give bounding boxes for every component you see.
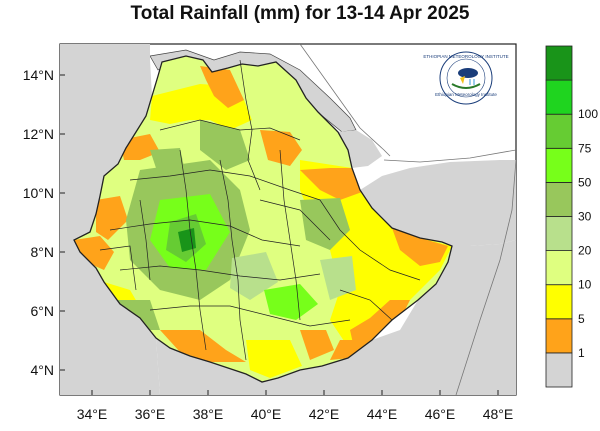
somali-coastline [455, 159, 516, 395]
ethiopia-border [73, 55, 453, 383]
map-title: Total Rainfall (mm) for 13-14 Apr 2025 [130, 3, 470, 24]
lat-tick-label: 10°N [23, 185, 54, 201]
logo-arc-text: ETHIOPIAN METEOROLOGY INSTITUTE [423, 54, 508, 59]
south-sudan-region [60, 240, 160, 395]
legend-label: 30 [578, 210, 592, 224]
lon-tick-label: 40°E [251, 406, 282, 422]
legend-label: 100 [578, 107, 598, 121]
lon-tick-label: 42°E [309, 406, 340, 422]
logo-caption: Ethiopian Meteorology Institute [435, 92, 497, 97]
lon-tick-label: 44°E [367, 406, 398, 422]
lightning-icon [460, 76, 465, 84]
lon-tick-label: 38°E [193, 406, 224, 422]
lat-tick-label: 14°N [23, 67, 54, 83]
lat-tick-label: 12°N [23, 126, 54, 142]
legend-label: 50 [578, 175, 592, 189]
legend-swatch [545, 318, 573, 354]
legend-swatch [545, 352, 573, 388]
cloud-icon [458, 68, 478, 78]
legend-label: 1 [578, 346, 585, 360]
legend-swatch [545, 181, 573, 217]
djibouti-region [338, 130, 382, 168]
rainfall-legend: 1 5 10 20 30 50 75 100 [545, 45, 598, 388]
lon-tick-label: 34°E [77, 406, 108, 422]
lat-tick-label: 4°N [31, 362, 55, 378]
lon-tick-label: 36°E [135, 406, 166, 422]
legend-swatch [545, 45, 573, 81]
legend-swatch [545, 250, 573, 286]
kenya-region [156, 330, 400, 395]
legend-swatch [545, 79, 573, 115]
legend-label: 75 [578, 141, 592, 155]
lat-tick-label: 8°N [31, 244, 55, 260]
lon-tick-label: 48°E [483, 406, 514, 422]
legend-swatch [545, 216, 573, 251]
admin-boundaries [99, 59, 421, 361]
lon-tick-label: 46°E [425, 406, 456, 422]
sudan-region [60, 44, 152, 240]
legend-label: 20 [578, 244, 592, 258]
red-sea-coastline [299, 44, 391, 157]
legend-label: 10 [578, 278, 592, 292]
lat-tick-label: 6°N [31, 303, 55, 319]
legend-swatch [545, 113, 573, 149]
legend-label: 5 [578, 312, 585, 326]
legend-swatch [545, 284, 573, 320]
ethiopian-meteorology-institute-logo: ETHIOPIAN METEOROLOGY INSTITUTE Ethiopia… [423, 51, 509, 105]
gulf-coastline [383, 149, 516, 163]
legend-swatch [545, 147, 573, 183]
latitude-axis: 14°N 12°N 10°N 8°N 6°N 4°N [23, 67, 65, 378]
somaliland-region [360, 160, 516, 246]
longitude-axis: 34°E 36°E 38°E 40°E 42°E 44°E 46°E 48°E [77, 390, 514, 422]
somalia-region [400, 240, 516, 395]
